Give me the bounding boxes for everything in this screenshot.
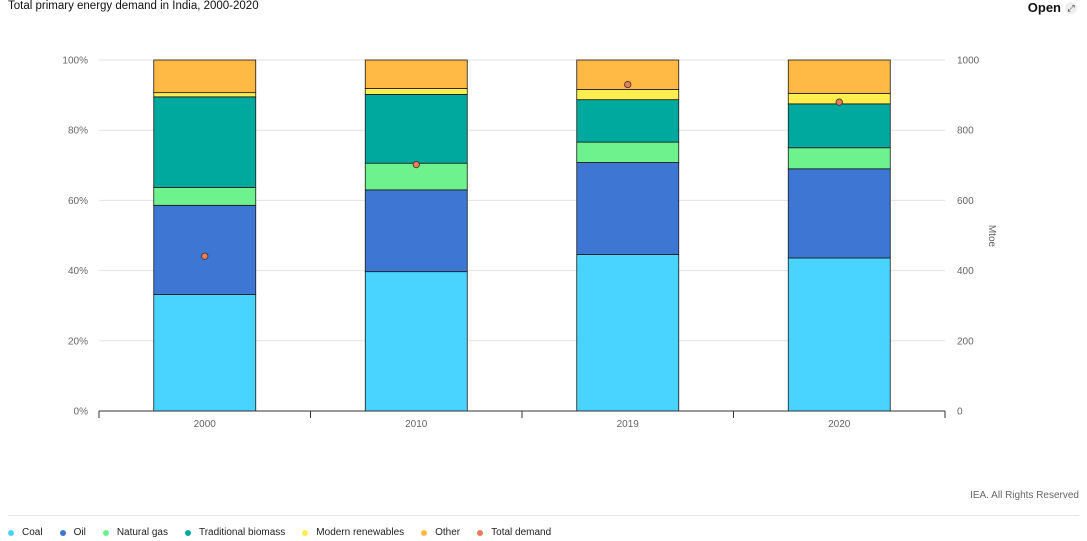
bar-segment [787, 103, 891, 149]
total-demand-point [624, 80, 632, 89]
y-right-tick-label: 1000 [957, 56, 980, 67]
copyright-notice: IEA. All Rights Reserved [970, 490, 1079, 501]
bar-segment [787, 147, 891, 170]
bar-segment [576, 99, 680, 143]
bar-segment [153, 294, 257, 412]
legend-item[interactable]: Natural gas [102, 527, 168, 538]
legend-label: Natural gas [116, 527, 168, 538]
total-demand-point [201, 252, 209, 260]
bar-segment [787, 257, 891, 412]
total-demand-point [412, 160, 420, 169]
legend-item[interactable]: Coal [8, 527, 43, 538]
legend-swatch [302, 529, 309, 536]
y-left-tick-label: 20% [68, 336, 88, 347]
bar-segment [787, 59, 891, 94]
y-left-tick-label: 80% [68, 126, 88, 137]
y-right-axis-label: Mtoe [986, 225, 997, 248]
legend-divider [8, 515, 1079, 516]
open-label: Open [1027, 0, 1061, 15]
legend-label: Traditional biomass [198, 527, 286, 538]
legend-label: Oil [73, 527, 86, 538]
y-left-tick-label: 100% [62, 56, 88, 67]
y-right-tick-label: 400 [957, 266, 974, 277]
legend-swatch [477, 529, 484, 536]
y-right-tick-label: 0 [957, 407, 963, 418]
bar-segment [153, 96, 257, 188]
chart-legend: Coal Oil Natural gas Traditional biomass Mod… [8, 527, 551, 538]
bar-segment [364, 88, 468, 95]
stacked-bar-chart: 0% 0 20% 200 40% 400 60% 600 80% 800 100% 1000 Mtoe 2… [62, 56, 997, 431]
bar-segment [576, 141, 680, 163]
bar-segment [787, 168, 891, 259]
legend-item[interactable]: Other [421, 527, 460, 538]
bar-segment [576, 254, 680, 412]
bar-segment [364, 189, 468, 273]
y-left-tick-label: 40% [68, 266, 88, 277]
open-button[interactable]: Open ⤢ [1028, 0, 1077, 15]
bar-segment [576, 162, 680, 255]
legend-swatch [421, 529, 428, 536]
legend-item[interactable]: Total demand [477, 527, 551, 538]
bar-segment [364, 59, 468, 89]
legend-label: Modern renewables [316, 527, 405, 538]
bar-segment [576, 89, 680, 101]
bar-segment [364, 271, 468, 412]
legend-label: Total demand [491, 527, 552, 538]
x-tick-label: 2010 [405, 419, 428, 430]
y-left-tick-label: 60% [68, 196, 88, 207]
bar-segment [153, 92, 257, 98]
bar-segment [153, 187, 257, 206]
chart-title: Total primary energy demand in India, 20… [8, 0, 259, 12]
legend-swatch [8, 529, 14, 536]
x-tick-label: 2020 [828, 419, 851, 430]
y-left-tick-label: 0% [74, 407, 89, 418]
legend-label: Other [435, 527, 461, 538]
legend-item[interactable]: Modern renewables [302, 527, 404, 538]
expand-icon: ⤢ [1065, 1, 1077, 14]
bar-segment [153, 59, 257, 94]
bar-segment [364, 93, 468, 164]
y-right-tick-label: 600 [957, 196, 974, 207]
y-right-tick-label: 200 [957, 336, 974, 347]
legend-label: Coal [22, 527, 43, 538]
total-demand-point [835, 98, 843, 106]
legend-swatch [59, 529, 66, 536]
legend-item[interactable]: Oil [59, 527, 86, 538]
x-tick-label: 2000 [194, 419, 217, 430]
legend-swatch [184, 529, 191, 536]
x-tick-label: 2019 [617, 419, 640, 430]
legend-item[interactable]: Traditional biomass [184, 527, 286, 538]
y-right-tick-label: 800 [957, 126, 974, 137]
legend-swatch [102, 529, 109, 536]
bar-segment [153, 204, 257, 295]
